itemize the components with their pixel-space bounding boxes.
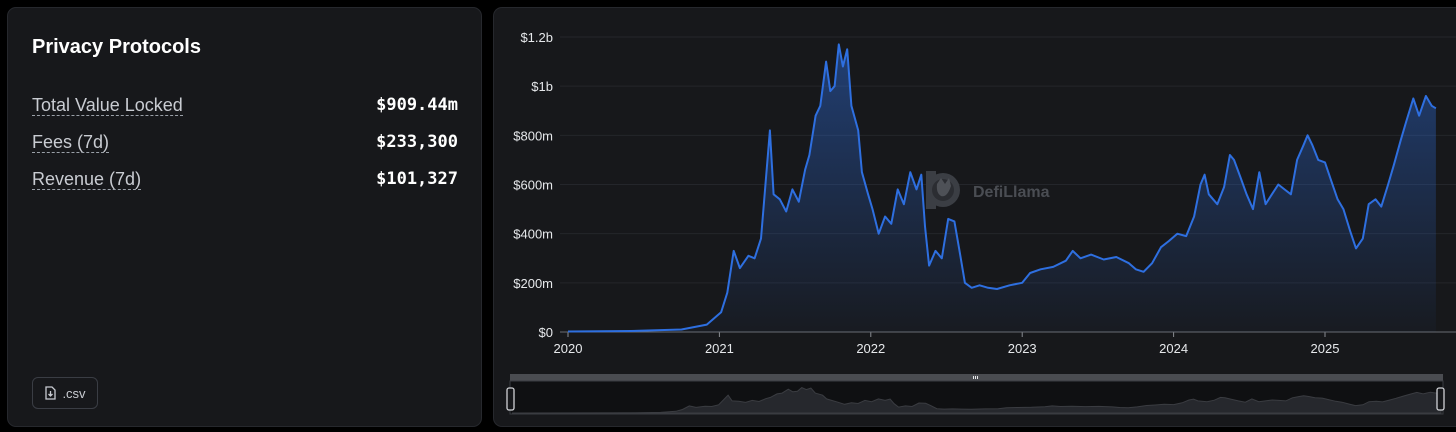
range-slider[interactable] <box>506 374 1445 415</box>
watermark: DefiLlama <box>926 171 1050 209</box>
stat-label-fees[interactable]: Fees (7d) <box>32 132 110 153</box>
x-tick-label: 2023 <box>1008 341 1037 356</box>
y-tick-label: $400m <box>513 227 553 242</box>
y-tick-label: $0 <box>539 325 553 340</box>
y-axis: $0 $200m $400m $600m $800m $1b $1.2b <box>513 30 553 340</box>
slider-left-handle[interactable] <box>506 387 515 411</box>
x-tick-label: 2022 <box>856 341 885 356</box>
stat-value-revenue: $101,327 <box>376 169 458 189</box>
y-tick-label: $200m <box>513 276 553 291</box>
llama-logo-icon <box>926 171 960 209</box>
stat-value-tvl: $909.44m <box>376 95 458 115</box>
x-tick-label: 2020 <box>554 341 583 356</box>
slider-preview <box>511 387 1442 414</box>
slider-track[interactable] <box>510 374 1443 381</box>
y-tick-label: $1b <box>531 79 553 94</box>
stat-value-fees: $233,300 <box>376 132 458 152</box>
tvl-line <box>567 43 1437 333</box>
tvl-area <box>568 44 1436 333</box>
download-csv-button[interactable]: .csv <box>32 377 98 409</box>
slider-grip-icon <box>973 376 978 379</box>
csv-label: .csv <box>62 385 86 401</box>
page-title: Privacy Protocols <box>32 36 201 58</box>
x-tick-label: 2021 <box>705 341 734 356</box>
y-tick-label: $1.2b <box>520 30 553 45</box>
summary-panel: Privacy Protocols Total Value Locked $90… <box>7 7 482 427</box>
y-tick-label: $800m <box>513 128 553 143</box>
x-tick-label: 2025 <box>1311 341 1340 356</box>
stat-label-tvl[interactable]: Total Value Locked <box>32 95 183 116</box>
x-tick-label: 2024 <box>1159 341 1188 356</box>
watermark-text: DefiLlama <box>973 184 1050 201</box>
download-file-icon <box>45 386 57 400</box>
y-tick-label: $600m <box>513 178 553 193</box>
x-axis: 2020 2021 2022 2023 2024 2025 <box>554 331 1456 356</box>
stat-label-revenue[interactable]: Revenue (7d) <box>32 169 142 190</box>
slider-right-handle[interactable] <box>1436 387 1445 411</box>
